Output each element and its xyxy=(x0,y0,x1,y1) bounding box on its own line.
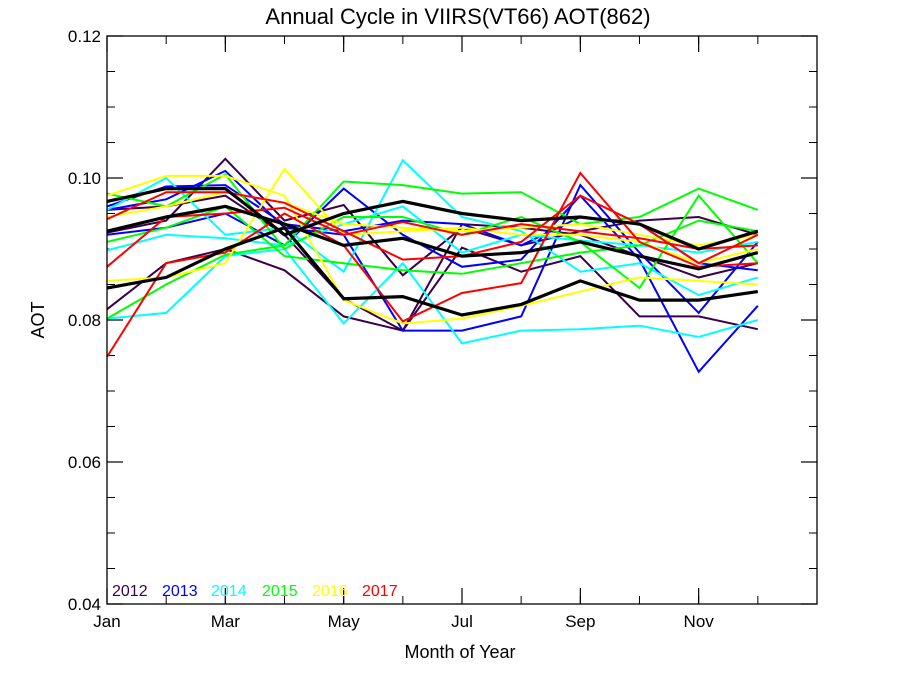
y-tick-label: 0.12 xyxy=(68,27,101,46)
legend-item-2012: 2012 xyxy=(112,583,148,600)
legend-item-2016: 2016 xyxy=(312,583,348,600)
legend-item-2013: 2013 xyxy=(162,583,198,600)
series-line-2012-0 xyxy=(106,246,759,332)
y-tick-label: 0.06 xyxy=(68,453,101,472)
series-line-2017-17 xyxy=(106,206,758,268)
x-tick-label: Jul xyxy=(451,612,473,631)
y-axis-label: AOT xyxy=(28,301,48,338)
y-tick-label: 0.10 xyxy=(68,169,101,188)
x-axis-label: Month of Year xyxy=(404,642,515,662)
x-tick-label: Jan xyxy=(93,612,120,631)
series-line-2016-12 xyxy=(106,174,758,325)
chart-title: Annual Cycle in VIIRS(VT66) AOT(862) xyxy=(265,4,650,29)
series-line-mean-20 xyxy=(106,225,759,317)
series-line-2015-11 xyxy=(106,205,758,275)
x-tick-label: Sep xyxy=(565,612,595,631)
x-tick-label: May xyxy=(328,612,361,631)
series-line-2016-14 xyxy=(106,191,758,247)
series-line-2017-16 xyxy=(106,191,759,265)
series-line-mean-19 xyxy=(106,204,759,271)
legend: 2012 2013 2014 2015 2016 2017 xyxy=(112,583,398,600)
series-line-mean-18 xyxy=(106,187,759,251)
legend-item-2017: 2017 xyxy=(362,583,398,600)
tick-labels: 0.04 0.06 0.08 0.10 0.12 Jan Mar May Jul Sep Nov xyxy=(68,27,714,631)
x-tick-label: Nov xyxy=(684,612,715,631)
x-tick-label: Mar xyxy=(211,612,241,631)
series-lines xyxy=(106,157,759,374)
legend-item-2015: 2015 xyxy=(262,583,298,600)
plot-frame xyxy=(106,35,818,605)
y-tick-label: 0.08 xyxy=(68,311,101,330)
y-tick-label: 0.04 xyxy=(68,595,101,614)
series-line-2015-10 xyxy=(106,173,759,290)
series-line-2015-9 xyxy=(106,180,759,320)
legend-item-2014: 2014 xyxy=(211,583,247,600)
